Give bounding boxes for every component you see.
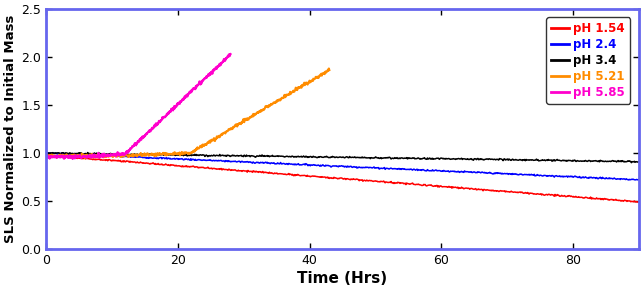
X-axis label: Time (Hrs): Time (Hrs) — [298, 271, 388, 286]
Y-axis label: SLS Normalized to Initial Mass: SLS Normalized to Initial Mass — [4, 15, 17, 243]
Legend: pH 1.54, pH 2.4, pH 3.4, pH 5.21, pH 5.85: pH 1.54, pH 2.4, pH 3.4, pH 5.21, pH 5.8… — [547, 17, 630, 104]
